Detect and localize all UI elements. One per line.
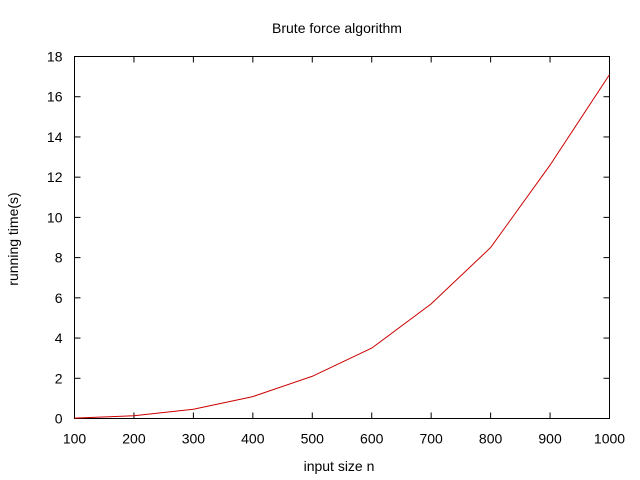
x-tick-label-0: 100 <box>63 431 87 447</box>
x-tick-label-7: 800 <box>479 431 503 447</box>
series-layer <box>74 74 610 419</box>
x-tick-label-8: 900 <box>538 431 562 447</box>
chart-title: Brute force algorithm <box>272 20 402 36</box>
series-line-0 <box>74 74 610 419</box>
y-tick-labels: 0 2 4 6 8 10 12 14 16 18 <box>47 49 63 427</box>
x-tick-label-2: 300 <box>182 431 206 447</box>
y-tick-label-6: 12 <box>47 169 63 185</box>
y-axis-label: running time(s) <box>5 192 21 285</box>
y-tick-label-9: 18 <box>47 49 63 65</box>
y-tick-label-4: 8 <box>55 250 63 266</box>
x-tick-label-9: 1000 <box>594 431 625 447</box>
y-tick-label-1: 2 <box>55 370 63 386</box>
x-tick-label-1: 200 <box>122 431 146 447</box>
y-tick-label-7: 14 <box>47 129 63 145</box>
y-tick-label-8: 16 <box>47 89 63 105</box>
x-tick-labels: 100 200 300 400 500 600 700 800 900 1000 <box>63 431 625 447</box>
y-tick-label-3: 6 <box>55 290 63 306</box>
plot-frame <box>74 56 610 419</box>
axis-ticks <box>74 56 610 419</box>
x-axis-label: input size n <box>304 458 375 474</box>
y-tick-label-5: 10 <box>47 209 63 225</box>
y-tick-label-0: 0 <box>55 411 63 427</box>
x-tick-label-4: 500 <box>301 431 325 447</box>
y-tick-label-2: 4 <box>55 330 63 346</box>
x-tick-label-6: 700 <box>419 431 443 447</box>
x-tick-label-3: 400 <box>241 431 265 447</box>
x-tick-label-5: 600 <box>360 431 384 447</box>
